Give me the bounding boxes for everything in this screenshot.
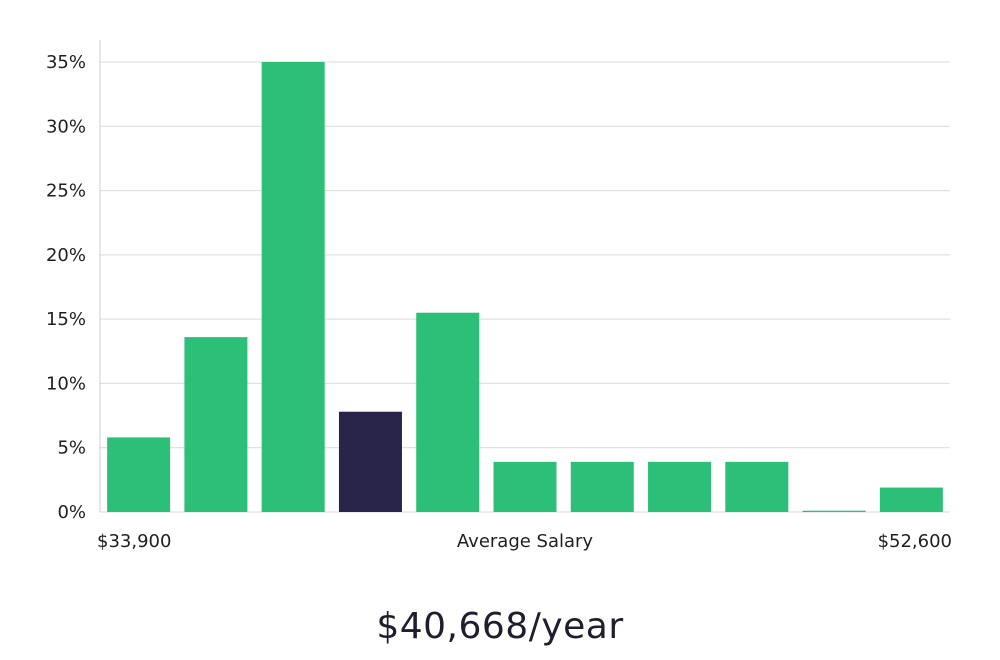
y-tick-label: 0% [57, 502, 86, 523]
bar-highlighted [338, 411, 402, 512]
y-tick-label: 25% [46, 181, 86, 202]
y-tick-label: 30% [46, 116, 86, 137]
bar [261, 62, 325, 512]
y-tick-label: 10% [46, 373, 86, 394]
y-tick-label: 5% [57, 438, 86, 459]
bar [802, 510, 866, 512]
bar [493, 461, 557, 512]
bar [879, 487, 943, 512]
y-tick-label: 20% [46, 245, 86, 266]
chart-svg: 0% 5% 10% 15% 20% 25% 30% 35% $33,900 Average Sal… [46, 40, 952, 552]
y-tick-label: 35% [46, 52, 86, 73]
bar [725, 461, 789, 512]
average-salary-value: $40,668/year [376, 606, 624, 647]
bar [107, 437, 171, 512]
x-axis-label: Average Salary [457, 531, 594, 552]
salary-histogram: 0% 5% 10% 15% 20% 25% 30% 35% $33,900 Average Sal… [46, 40, 952, 552]
bar [648, 461, 712, 512]
x-min-label: $33,900 [97, 531, 171, 552]
bar [416, 312, 480, 512]
x-max-label: $52,600 [878, 531, 952, 552]
y-tick-label: 15% [46, 309, 86, 330]
bar [184, 337, 248, 512]
bar [570, 461, 634, 512]
